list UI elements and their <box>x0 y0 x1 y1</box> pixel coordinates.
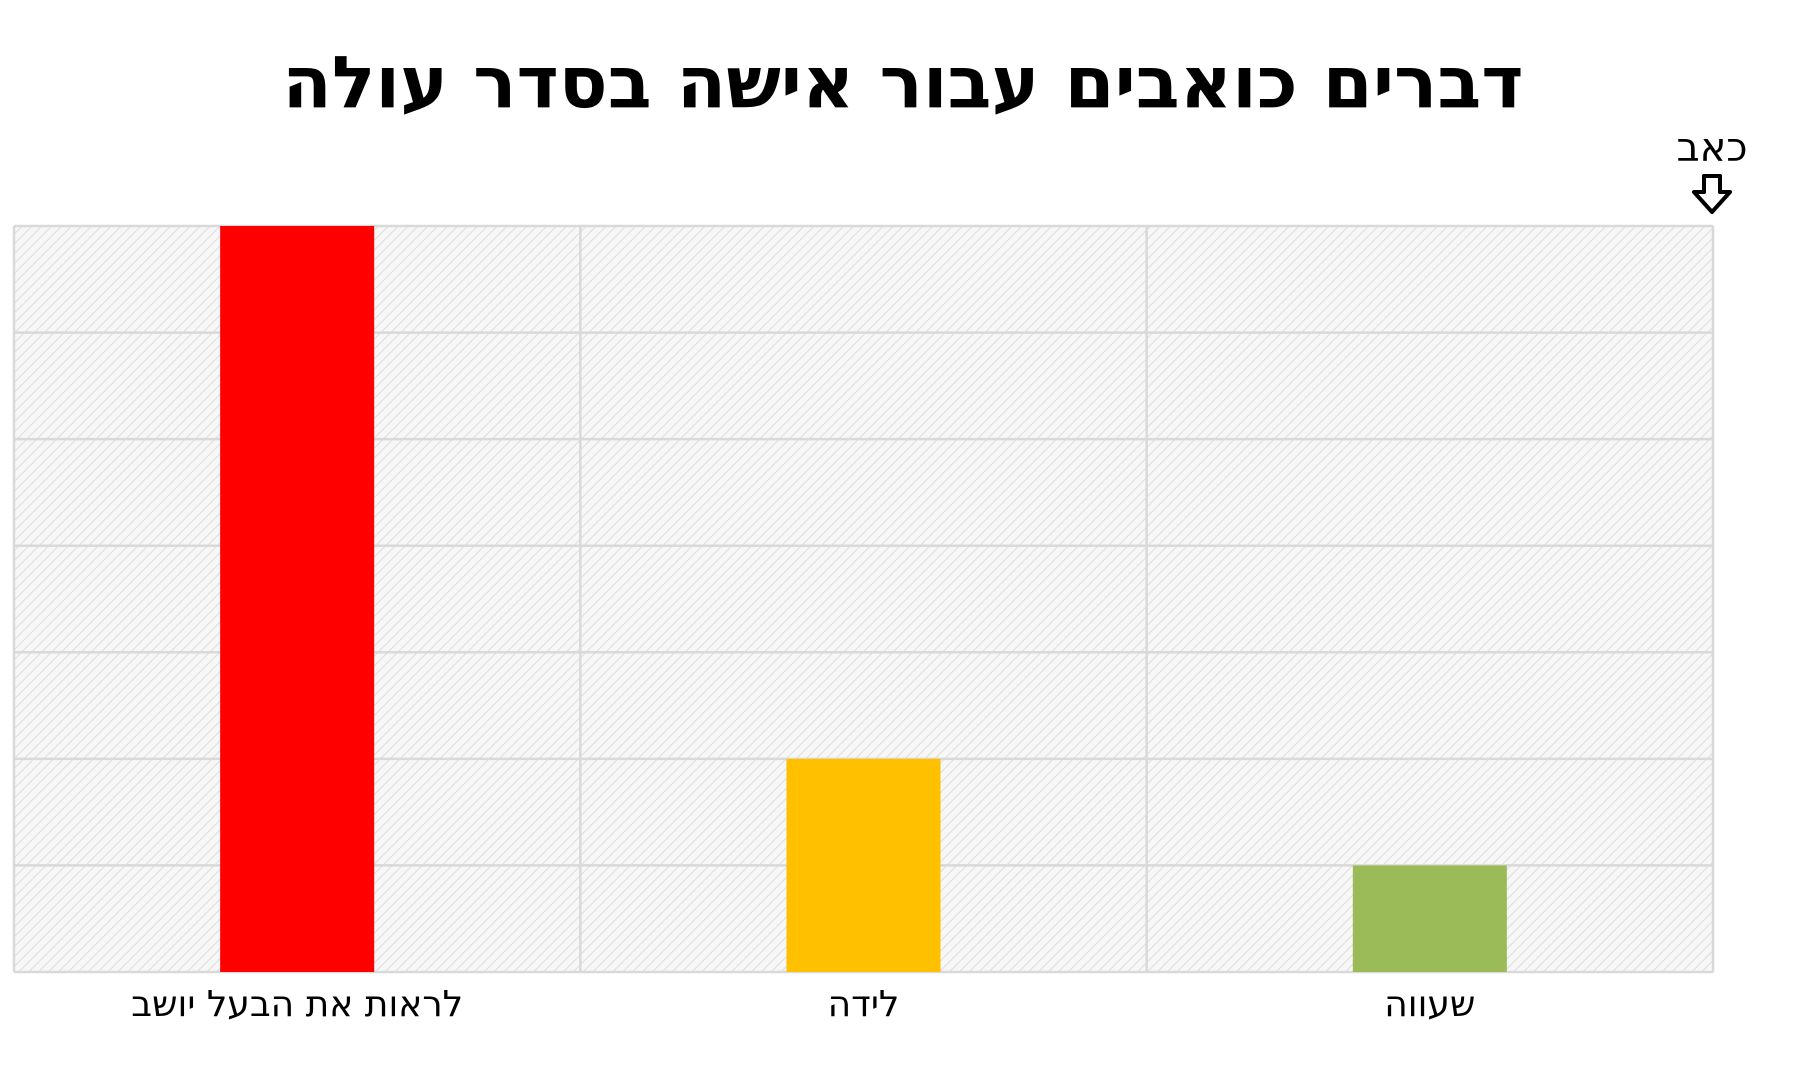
annotation-arrow <box>1692 174 1732 214</box>
x-tick-label: שעווה <box>1384 984 1475 1025</box>
bar <box>1352 865 1507 972</box>
bar <box>220 226 375 972</box>
annotation: כאב <box>1676 125 1747 171</box>
x-tick-label: לידה <box>828 984 900 1025</box>
bar <box>786 758 941 972</box>
chart-title: דברים כואבים עבור אישה בסדר עולה <box>282 41 1523 125</box>
x-tick-label: לראות את הבעל יושב <box>131 984 463 1025</box>
